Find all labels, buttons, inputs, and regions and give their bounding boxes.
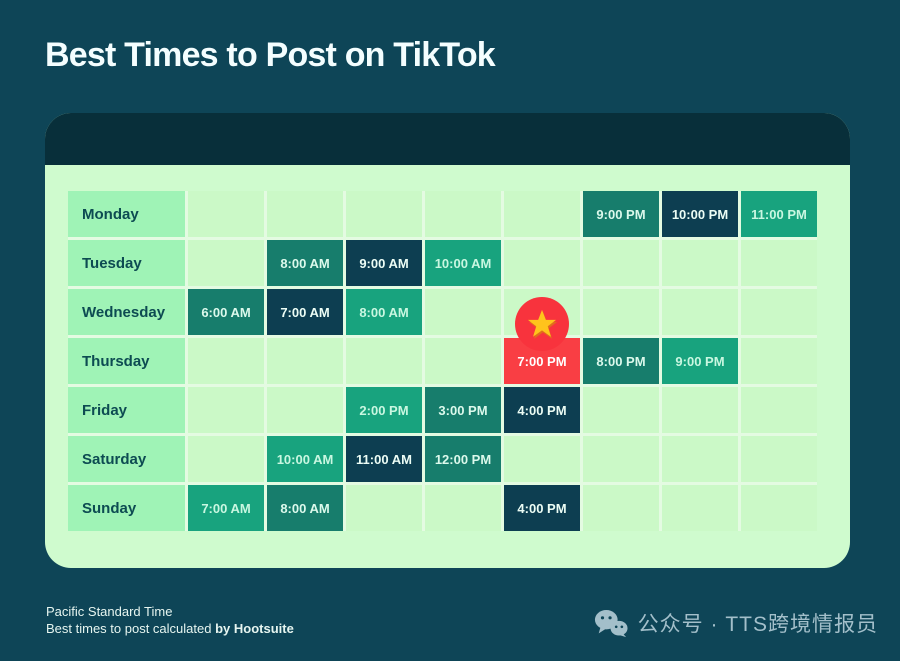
- slot-wednesday-600am: 6:00 AM: [188, 289, 264, 335]
- schedule-grid: Monday 9:00 PM 10:00 PM 11:00 PM Tuesday 8:00…: [68, 191, 817, 531]
- empty-slot: [425, 289, 501, 335]
- day-label-sunday: Sunday: [68, 485, 185, 531]
- credit-note: Best times to post calculated by Hootsui…: [46, 620, 294, 637]
- empty-slot: [267, 338, 343, 384]
- empty-slot: [267, 387, 343, 433]
- day-label-friday: Friday: [68, 387, 185, 433]
- empty-slot: [188, 436, 264, 482]
- empty-slot: [662, 387, 738, 433]
- slot-saturday-1000am: 10:00 AM: [267, 436, 343, 482]
- empty-slot: [188, 240, 264, 286]
- slot-tuesday-900am: 9:00 AM: [346, 240, 422, 286]
- empty-slot: [346, 338, 422, 384]
- credit-note-source: by Hootsuite: [215, 621, 294, 637]
- slot-monday-1000pm: 10:00 PM: [662, 191, 738, 237]
- slot-wednesday-700am: 7:00 AM: [267, 289, 343, 335]
- slot-tuesday-800am: 8:00 AM: [267, 240, 343, 286]
- empty-slot: [741, 289, 817, 335]
- empty-slot: [662, 485, 738, 531]
- empty-slot: [662, 240, 738, 286]
- empty-slot: [662, 289, 738, 335]
- day-label-wednesday: Wednesday: [68, 289, 185, 335]
- empty-slot: [346, 485, 422, 531]
- day-label-tuesday: Tuesday: [68, 240, 185, 286]
- card-header-bar: [45, 113, 850, 165]
- empty-slot: [741, 387, 817, 433]
- empty-slot: [188, 191, 264, 237]
- empty-slot: [504, 191, 580, 237]
- slot-friday-400pm: 4:00 PM: [504, 387, 580, 433]
- empty-slot: [425, 338, 501, 384]
- empty-slot: [662, 436, 738, 482]
- slot-tuesday-1000am: 10:00 AM: [425, 240, 501, 286]
- slot-saturday-1200pm: 12:00 PM: [425, 436, 501, 482]
- schedule-card: Monday 9:00 PM 10:00 PM 11:00 PM Tuesday 8:00…: [45, 113, 850, 568]
- empty-slot: [425, 485, 501, 531]
- day-label-saturday: Saturday: [68, 436, 185, 482]
- slot-friday-300pm: 3:00 PM: [425, 387, 501, 433]
- slot-wednesday-800am: 8:00 AM: [346, 289, 422, 335]
- wechat-icon: [594, 610, 628, 638]
- slot-monday-900pm: 9:00 PM: [583, 191, 659, 237]
- empty-slot: [741, 436, 817, 482]
- empty-slot: [267, 191, 343, 237]
- empty-slot: [188, 338, 264, 384]
- empty-slot: [583, 485, 659, 531]
- slot-thursday-800pm: 8:00 PM: [583, 338, 659, 384]
- slot-saturday-1100am: 11:00 AM: [346, 436, 422, 482]
- watermark-text: 公众号 · TTS跨境情报员: [637, 613, 878, 636]
- empty-slot: [741, 240, 817, 286]
- slot-thursday-900pm: 9:00 PM: [662, 338, 738, 384]
- empty-slot: [583, 289, 659, 335]
- page-title: Best Times to Post on TikTok: [45, 36, 496, 74]
- empty-slot: [583, 240, 659, 286]
- slot-thursday-700pm: 7:00 PM: [504, 297, 580, 384]
- empty-slot: [504, 436, 580, 482]
- star-icon: [527, 309, 557, 337]
- empty-slot: [741, 485, 817, 531]
- empty-slot: [741, 338, 817, 384]
- empty-slot: [504, 240, 580, 286]
- slot-monday-1100pm: 11:00 PM: [741, 191, 817, 237]
- empty-slot: [346, 191, 422, 237]
- day-label-thursday: Thursday: [68, 338, 185, 384]
- slot-sunday-800am: 8:00 AM: [267, 485, 343, 531]
- credit-note-prefix: Best times to post calculated: [46, 621, 216, 637]
- slot-sunday-400pm: 4:00 PM: [504, 485, 580, 531]
- empty-slot: [188, 387, 264, 433]
- slot-friday-200pm: 2:00 PM: [346, 387, 422, 433]
- empty-slot: [583, 436, 659, 482]
- empty-slot: [583, 387, 659, 433]
- day-label-monday: Monday: [68, 191, 185, 237]
- slot-sunday-700am: 7:00 AM: [188, 485, 264, 531]
- empty-slot: [425, 191, 501, 237]
- best-time-star-badge: [515, 297, 569, 351]
- watermark: 公众号 · TTS跨境情报员: [594, 608, 878, 638]
- timezone-note: Pacific Standard Time: [46, 604, 173, 619]
- footer-note: Pacific Standard Time Best times to post…: [46, 603, 294, 637]
